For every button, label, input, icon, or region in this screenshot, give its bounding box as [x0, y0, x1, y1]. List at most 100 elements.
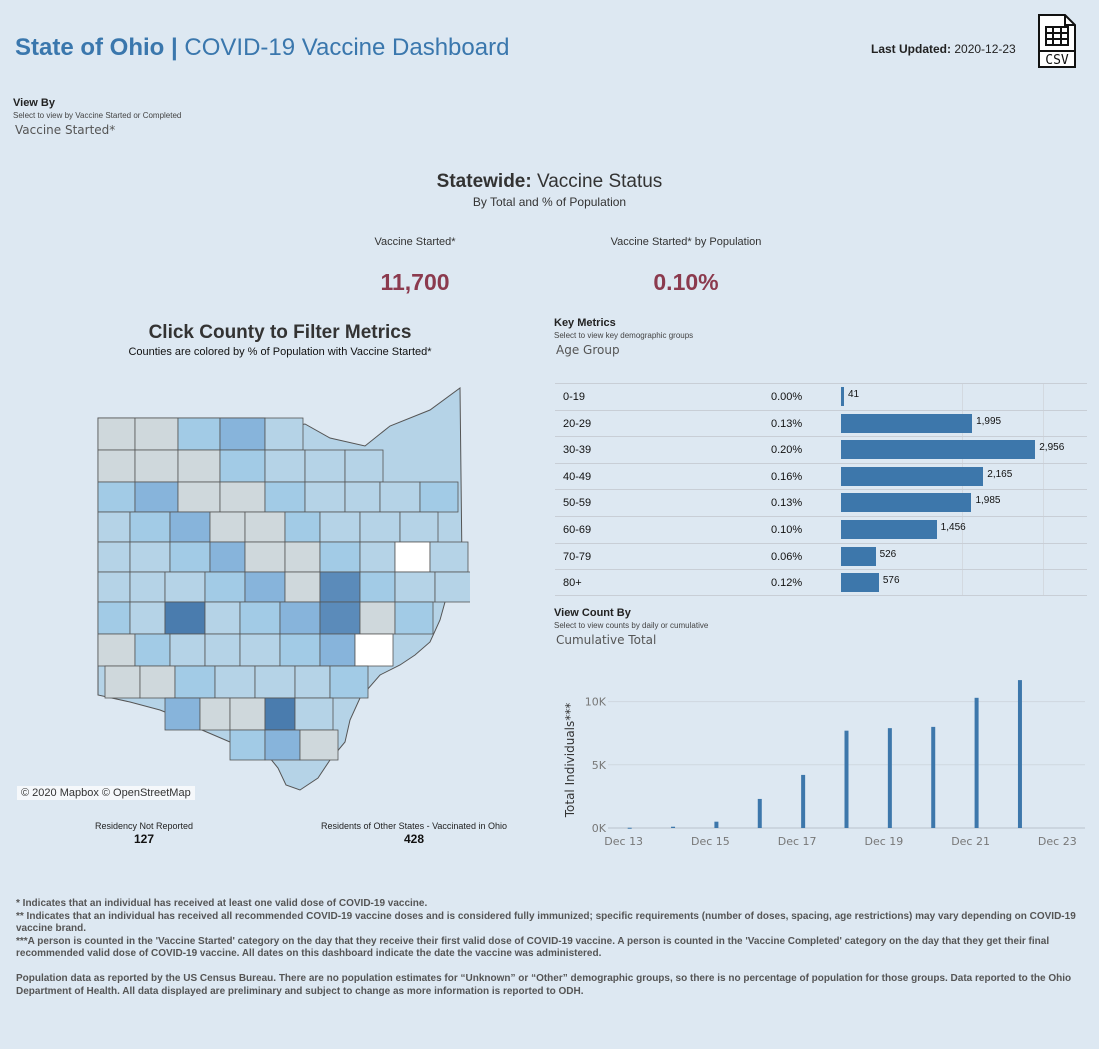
cumulative-bar[interactable]: [844, 730, 849, 828]
age-bar[interactable]: [841, 387, 844, 406]
county[interactable]: [129, 541, 171, 573]
county[interactable]: [244, 571, 286, 603]
county[interactable]: [299, 729, 339, 761]
county[interactable]: [344, 481, 381, 513]
cumulative-bar[interactable]: [757, 798, 762, 828]
county[interactable]: [264, 729, 301, 761]
county[interactable]: [129, 601, 166, 635]
county[interactable]: [429, 541, 469, 573]
county[interactable]: [97, 571, 131, 603]
county[interactable]: [244, 541, 286, 573]
county[interactable]: [344, 449, 384, 483]
county[interactable]: [284, 571, 321, 603]
county[interactable]: [104, 665, 141, 699]
county[interactable]: [359, 601, 396, 635]
county[interactable]: [294, 665, 331, 699]
county[interactable]: [239, 633, 281, 667]
county[interactable]: [134, 481, 179, 513]
county[interactable]: [204, 601, 241, 635]
county[interactable]: [209, 541, 246, 573]
county[interactable]: [97, 449, 136, 483]
county[interactable]: [164, 697, 201, 731]
county[interactable]: [319, 633, 356, 667]
cumulative-bar[interactable]: [887, 728, 892, 828]
county[interactable]: [359, 571, 396, 603]
county[interactable]: [219, 481, 266, 513]
county[interactable]: [319, 511, 361, 543]
age-bar[interactable]: [841, 546, 876, 566]
county[interactable]: [174, 665, 216, 699]
cumulative-bar[interactable]: [974, 697, 979, 828]
county[interactable]: [394, 541, 431, 573]
county[interactable]: [394, 571, 436, 603]
county[interactable]: [279, 633, 321, 667]
county[interactable]: [209, 511, 246, 543]
county[interactable]: [394, 601, 434, 635]
county[interactable]: [177, 481, 221, 513]
age-row-40-49[interactable]: 40-49 0.16% 2,165: [555, 462, 1087, 490]
county[interactable]: [169, 633, 206, 667]
county[interactable]: [279, 601, 321, 635]
county[interactable]: [164, 601, 206, 635]
county[interactable]: [329, 665, 369, 699]
view-by-select[interactable]: Vaccine Started*: [15, 123, 116, 137]
ohio-county-map[interactable]: [90, 380, 470, 795]
age-bar[interactable]: [841, 440, 1036, 460]
county[interactable]: [204, 633, 241, 667]
county[interactable]: [169, 541, 211, 573]
county[interactable]: [177, 449, 221, 483]
county[interactable]: [97, 633, 136, 667]
county[interactable]: [177, 417, 221, 451]
county[interactable]: [284, 511, 321, 543]
county[interactable]: [319, 601, 361, 635]
county[interactable]: [169, 511, 211, 543]
cumulative-bar[interactable]: [671, 826, 676, 828]
county[interactable]: [264, 417, 304, 451]
county[interactable]: [214, 665, 256, 699]
county[interactable]: [97, 417, 136, 451]
county[interactable]: [294, 697, 334, 731]
county[interactable]: [359, 511, 401, 543]
age-row-60-69[interactable]: 60-69 0.10% 1,456: [555, 515, 1087, 543]
county[interactable]: [239, 601, 281, 635]
county[interactable]: [319, 541, 361, 573]
county[interactable]: [264, 449, 306, 483]
county[interactable]: [254, 665, 296, 699]
county[interactable]: [354, 633, 394, 667]
age-bar[interactable]: [841, 573, 879, 593]
view-count-select[interactable]: Cumulative Total: [556, 633, 657, 647]
age-row-80+[interactable]: 80+ 0.12% 576: [555, 569, 1087, 596]
county[interactable]: [244, 511, 286, 543]
county[interactable]: [229, 697, 266, 731]
county[interactable]: [264, 481, 306, 513]
county[interactable]: [229, 729, 266, 761]
key-metrics-select[interactable]: Age Group: [556, 343, 620, 357]
county[interactable]: [204, 571, 246, 603]
county[interactable]: [134, 417, 179, 451]
age-row-50-59[interactable]: 50-59 0.13% 1,985: [555, 489, 1087, 516]
county[interactable]: [359, 541, 396, 573]
age-bar[interactable]: [841, 413, 973, 433]
county[interactable]: [97, 511, 131, 543]
cumulative-bar[interactable]: [931, 726, 936, 828]
county[interactable]: [97, 601, 131, 635]
county[interactable]: [129, 511, 171, 543]
county[interactable]: [319, 571, 361, 603]
county[interactable]: [97, 541, 131, 573]
county[interactable]: [284, 541, 321, 573]
age-bar[interactable]: [841, 493, 972, 513]
county[interactable]: [399, 511, 439, 543]
cumulative-bar[interactable]: [627, 827, 632, 829]
county[interactable]: [134, 633, 171, 667]
county[interactable]: [134, 449, 179, 483]
county[interactable]: [139, 665, 176, 699]
county[interactable]: [97, 481, 136, 513]
county[interactable]: [164, 571, 206, 603]
age-row-20-29[interactable]: 20-29 0.13% 1,995: [555, 409, 1087, 437]
county[interactable]: [434, 571, 470, 603]
cumulative-bar[interactable]: [1017, 680, 1022, 828]
age-row-70-79[interactable]: 70-79 0.06% 526: [555, 542, 1087, 570]
age-row-0-19[interactable]: 0-19 0.00% 41: [555, 383, 1087, 410]
age-bar[interactable]: [841, 519, 937, 539]
county[interactable]: [219, 417, 266, 451]
